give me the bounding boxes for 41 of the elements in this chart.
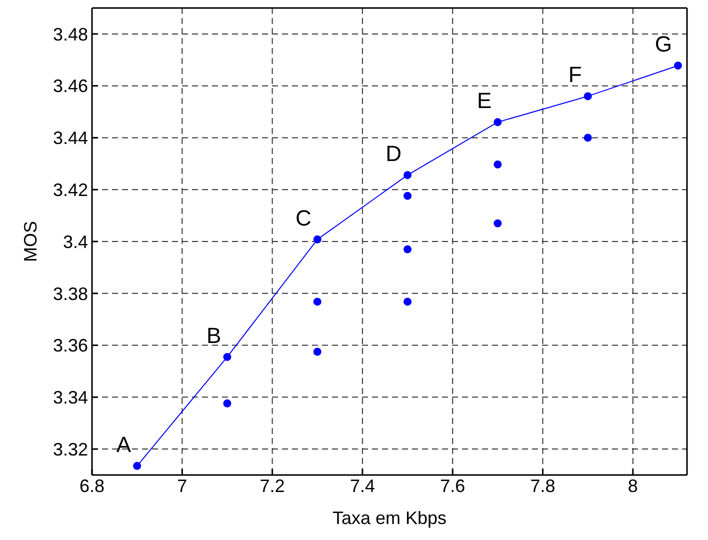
annotation: B bbox=[206, 322, 222, 348]
point bbox=[313, 348, 322, 356]
annotation: E bbox=[476, 88, 492, 114]
x-tick-label: 8 bbox=[628, 476, 638, 496]
y-tick-label: 3.46 bbox=[52, 76, 88, 96]
point bbox=[223, 352, 232, 361]
point bbox=[313, 298, 322, 306]
point bbox=[404, 171, 412, 180]
y-tick-label: 3.32 bbox=[52, 439, 88, 460]
x-axis-title: Taxa em Kbps bbox=[332, 508, 447, 528]
point bbox=[404, 192, 412, 200]
annotation: F bbox=[568, 62, 582, 88]
y-tick-label: 3.48 bbox=[52, 24, 88, 44]
x-tick-label: 7.2 bbox=[260, 476, 285, 496]
point bbox=[494, 219, 502, 228]
point bbox=[584, 134, 592, 142]
point bbox=[674, 62, 682, 70]
y-tick-label: 3.4 bbox=[62, 232, 88, 252]
y-tick-label: 3.36 bbox=[52, 336, 88, 356]
point bbox=[404, 298, 412, 306]
point bbox=[584, 92, 592, 100]
x-tick-label: 7 bbox=[177, 476, 188, 496]
point bbox=[494, 118, 502, 126]
y-tick-label: 3.34 bbox=[52, 388, 88, 408]
annotation: C bbox=[295, 205, 312, 230]
x-tick-label: 6.8 bbox=[79, 476, 105, 496]
y-axis-title: MOS bbox=[20, 220, 40, 262]
annotation: D bbox=[386, 141, 402, 166]
x-tick-label: 7.8 bbox=[530, 476, 556, 496]
point bbox=[404, 245, 412, 254]
point bbox=[313, 235, 322, 244]
y-tick-label: 3.42 bbox=[52, 180, 88, 200]
annotation: A bbox=[116, 432, 132, 457]
x-tick-label: 7.4 bbox=[350, 476, 375, 496]
point bbox=[223, 399, 232, 408]
y-tick-label: 3.38 bbox=[52, 284, 88, 304]
y-tick-label: 3.44 bbox=[52, 128, 88, 148]
point bbox=[133, 462, 142, 470]
annotation: G bbox=[654, 32, 672, 57]
x-tick-label: 7.6 bbox=[440, 476, 466, 496]
point bbox=[494, 160, 502, 168]
